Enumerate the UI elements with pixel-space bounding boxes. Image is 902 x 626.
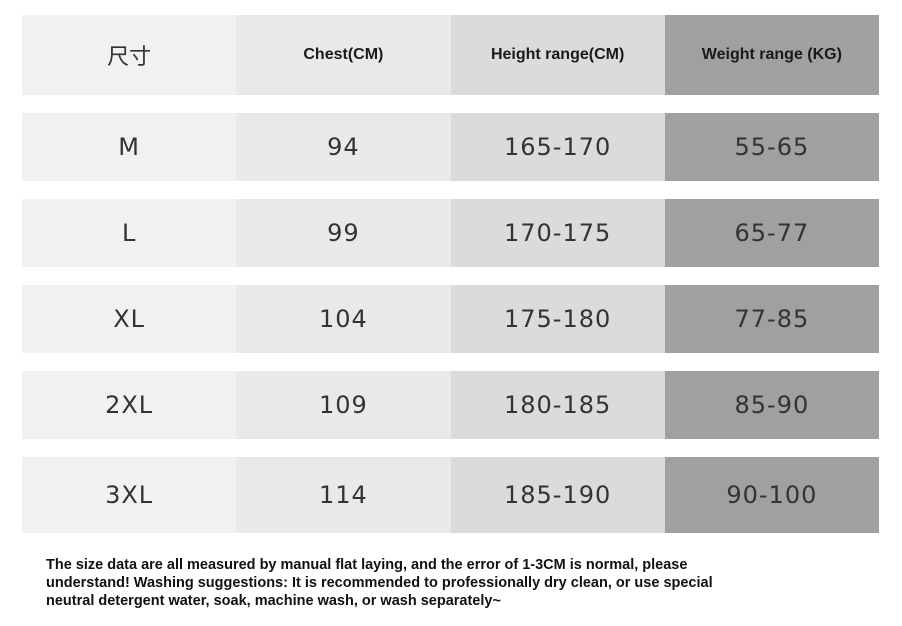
table-cell: 65-77 xyxy=(664,199,879,267)
note-line: understand! Washing suggestions: It is r… xyxy=(46,575,713,591)
table-cell: 104 xyxy=(236,285,451,353)
table-cell: 85-90 xyxy=(664,371,879,439)
table-cell: 185-190 xyxy=(450,457,665,533)
header-cell: Chest(CM) xyxy=(236,15,451,95)
header-cell: Height range(CM) xyxy=(450,15,665,95)
table-cell: 2XL xyxy=(22,371,237,439)
header-row: 尺寸 Chest(CM) Height range(CM) Weight range … xyxy=(22,15,879,95)
table-row: 3XL 114 185-190 90-100 xyxy=(22,457,879,533)
table-row: XL 104 175-180 77-85 xyxy=(22,285,879,353)
table-cell: 180-185 xyxy=(450,371,665,439)
table-cell: 77-85 xyxy=(664,285,879,353)
table-cell: 114 xyxy=(236,457,451,533)
table-cell: 175-180 xyxy=(450,285,665,353)
table-row: 2XL 109 180-185 85-90 xyxy=(22,371,879,439)
table-cell: M xyxy=(22,113,237,181)
table-cell: 90-100 xyxy=(664,457,879,533)
table-cell: 99 xyxy=(236,199,451,267)
table-cell: 3XL xyxy=(22,457,237,533)
table-cell: 109 xyxy=(236,371,451,439)
table-cell: XL xyxy=(22,285,237,353)
note: The size data are all measured by manual… xyxy=(46,556,713,610)
note-line: The size data are all measured by manual… xyxy=(46,557,688,573)
header-cell: Weight range (KG) xyxy=(664,15,879,95)
table-cell: 165-170 xyxy=(450,113,665,181)
header-cell: 尺寸 xyxy=(22,15,237,95)
table-row: M 94 165-170 55-65 xyxy=(22,113,879,181)
note-line: neutral detergent water, soak, machine w… xyxy=(46,593,501,609)
table-cell: 94 xyxy=(236,113,451,181)
table-cell: L xyxy=(22,199,237,267)
table-row: L 99 170-175 65-77 xyxy=(22,199,879,267)
table-cell: 55-65 xyxy=(664,113,879,181)
table-cell: 170-175 xyxy=(450,199,665,267)
